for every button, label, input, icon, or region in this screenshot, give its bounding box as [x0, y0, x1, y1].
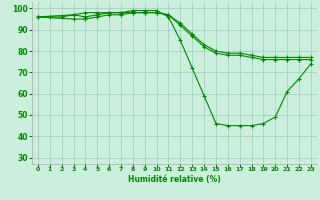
X-axis label: Humidité relative (%): Humidité relative (%) [128, 175, 221, 184]
